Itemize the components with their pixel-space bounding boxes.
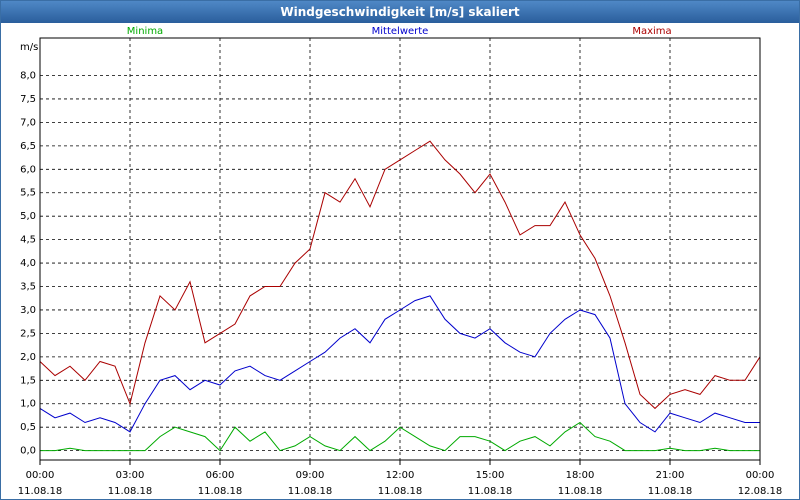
x-tick-time: 06:00 <box>206 470 235 481</box>
y-tick-label: 7,5 <box>20 94 36 105</box>
y-tick-label: 1,0 <box>20 399 36 410</box>
legend-entry-minima: Minima <box>127 26 163 37</box>
y-axis-ticks: 0,0 0,5 1,0 1,5 2,0 2,5 3,0 3,5 4,0 4,5 5,0 5,5 6,0 6… <box>20 71 36 457</box>
series-line-maxima <box>39 140 761 410</box>
chart-title: Windgeschwindigkeit [m/s] skaliert <box>1 1 799 23</box>
y-tick-label: 2,0 <box>20 352 36 363</box>
x-tick-date: 11.08.18 <box>108 486 153 497</box>
x-tick-date: 11.08.18 <box>378 486 423 497</box>
x-tick-date: 11.08.18 <box>468 486 513 497</box>
x-tick-time: 09:00 <box>296 470 325 481</box>
legend-entry-mittelwerte: Mittelwerte <box>372 26 429 37</box>
y-tick-label: 2,5 <box>20 328 36 339</box>
y-tick-label: 6,0 <box>20 164 36 175</box>
y-tick-label: 6,5 <box>20 141 36 152</box>
x-tick-date: 11.08.18 <box>648 486 693 497</box>
y-axis-label: m/s <box>20 42 38 53</box>
plot-border <box>39 37 761 461</box>
x-tick-time: 00:00 <box>26 470 55 481</box>
y-tick-label: 4,5 <box>20 235 36 246</box>
x-tick-date: 12.08.18 <box>738 486 783 497</box>
legend-entry-maxima: Maxima <box>632 26 671 37</box>
y-tick-label: 3,5 <box>20 282 36 293</box>
y-tick-label: 3,0 <box>20 305 36 316</box>
series-line-minima <box>40 421 760 452</box>
x-tick-time: 12:00 <box>386 470 415 481</box>
x-tick-date: 11.08.18 <box>18 486 63 497</box>
x-tick-time: 03:00 <box>116 470 145 481</box>
y-tick-label: 1,5 <box>20 375 36 386</box>
y-tick-label: 8,0 <box>20 71 36 82</box>
y-tick-label: 5,5 <box>20 188 36 199</box>
x-tick-time: 00:00 <box>746 470 775 481</box>
x-tick-time: 15:00 <box>476 470 505 481</box>
y-tick-label: 0,0 <box>20 446 36 457</box>
y-tick-label: 0,5 <box>20 422 36 433</box>
x-tick-time: 18:00 <box>566 470 595 481</box>
y-tick-label: 7,0 <box>20 117 36 128</box>
x-tick-date: 11.08.18 <box>198 486 243 497</box>
x-axis-ticks: 00:00 11.08.18 03:00 11.08.18 06:00 11.08.18 0… <box>18 470 783 497</box>
x-tick-time: 21:00 <box>656 470 685 481</box>
y-tick-label: 5,0 <box>20 211 36 222</box>
x-tick-date: 11.08.18 <box>288 486 333 497</box>
series-lines <box>39 140 761 452</box>
x-tick-date: 11.08.18 <box>558 486 603 497</box>
series-line-mittelwerte <box>39 295 760 433</box>
y-tick-label: 4,0 <box>20 258 36 269</box>
legend: Minima Mittelwerte Maxima <box>127 26 672 37</box>
